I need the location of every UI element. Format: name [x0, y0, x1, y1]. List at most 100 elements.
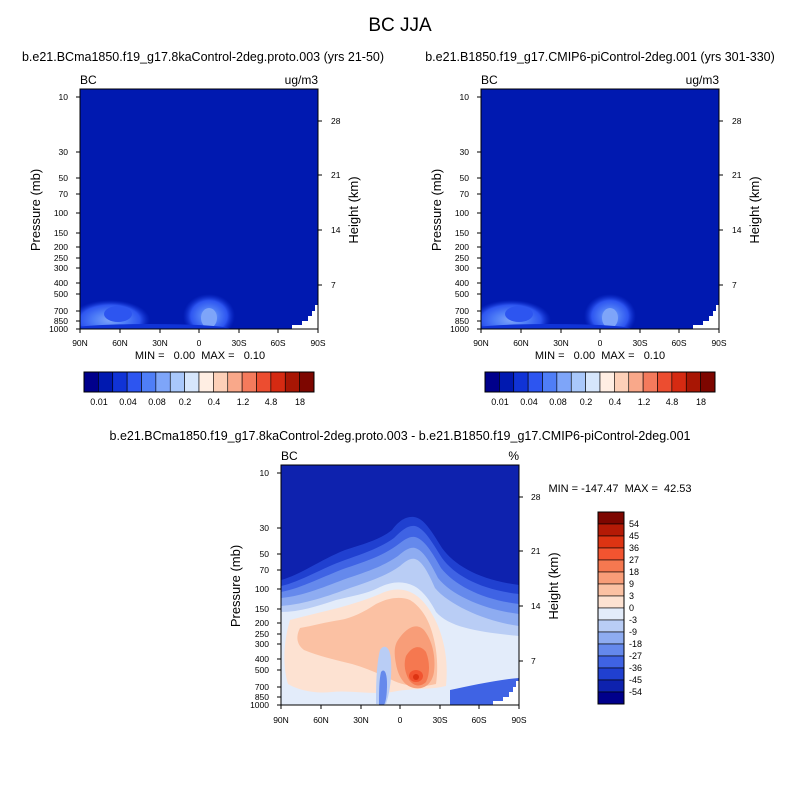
panel-2-right-label: ug/m3	[686, 73, 720, 87]
panel-2-xtick: 0	[598, 338, 603, 348]
panel-2-ytick: 700	[455, 306, 469, 316]
panel-3-colorbar-label: 3	[629, 591, 634, 601]
colorbar-swatch	[657, 371, 673, 393]
panel-1-xtick: 30S	[231, 338, 246, 348]
colorbar-swatch	[597, 511, 625, 525]
panel-1-colorbar-label: 0.01	[90, 397, 108, 407]
colorbar-swatch	[570, 371, 586, 393]
panel-1-xtick: 60S	[270, 338, 285, 348]
panel-1-colorbar-label: 0.08	[148, 397, 166, 407]
panel-2-y2tick: 7	[732, 280, 737, 290]
panel-1-stats: MIN = 0.00 MAX = 0.10	[135, 350, 265, 362]
panel-3-contour-pos45	[413, 674, 419, 680]
panel-3-xtick: 30S	[432, 715, 447, 725]
colorbar-swatch	[556, 371, 572, 393]
colorbar-swatch	[597, 655, 625, 669]
panel-3-ytick: 850	[255, 692, 269, 702]
panel-3-colorbar-label: -18	[629, 639, 642, 649]
panel-2-y-axis: 10 30 50 70 100 150 200 250 300 400 500 …	[429, 92, 481, 334]
panel-1-ytick: 700	[54, 306, 68, 316]
panel-2-y2tick: 28	[732, 116, 742, 126]
panel-3-terrain-mask	[493, 681, 519, 705]
panel-3-colorbar-label: 36	[629, 543, 639, 553]
panel-2-ytick: 1000	[450, 324, 469, 334]
panel-3-y2tick: 28	[531, 492, 541, 502]
panel-1-ytick: 10	[59, 92, 69, 102]
panel-3-ytick: 300	[255, 639, 269, 649]
colorbar-swatch	[642, 371, 658, 393]
panel-2-colorbar-label: 0.01	[491, 397, 509, 407]
panel-3-ytick: 70	[260, 565, 270, 575]
panel-1-colorbar-label: 0.2	[179, 397, 192, 407]
panel-2-colorbar-label: 4.8	[666, 397, 679, 407]
panel-3-colorbar-label: 54	[629, 519, 639, 529]
panel-2-colorbar-label: 0.08	[549, 397, 567, 407]
panel-3-field	[281, 465, 519, 705]
panel-1-ytick: 300	[54, 263, 68, 273]
panel-2-ytick: 10	[460, 92, 470, 102]
panel-1-colorbar-label: 0.04	[119, 397, 137, 407]
panel-2-ytick: 30	[460, 147, 470, 157]
colorbar-swatch	[597, 559, 625, 573]
panel-3-right-label: %	[508, 449, 519, 463]
panel-3-y2tick: 7	[531, 656, 536, 666]
panel-3-surface-negative	[450, 678, 519, 705]
panel-3-central-dip-core	[379, 670, 387, 705]
panel-1-background-fill	[80, 89, 318, 329]
colorbar-swatch	[542, 371, 558, 393]
colorbar-swatch	[628, 371, 644, 393]
colorbar-swatch	[112, 371, 128, 393]
panel-2-ylabel: Pressure (mb)	[429, 169, 444, 251]
colorbar-swatch	[284, 371, 300, 393]
colorbar-swatch	[597, 535, 625, 549]
panel-2: b.e21.B1850.f19_g17.CMIP6-piControl-2deg…	[425, 50, 775, 407]
panel-1-tropical-core	[201, 308, 217, 328]
panel-3-colorbar-label: -9	[629, 627, 637, 637]
panel-1-xtick: 90N	[72, 338, 88, 348]
colorbar-swatch	[597, 607, 625, 621]
colorbar-swatch	[597, 667, 625, 681]
panel-2-ytick: 250	[455, 253, 469, 263]
panel-2-xtick: 90S	[711, 338, 726, 348]
panel-2-ytick: 50	[460, 173, 470, 183]
colorbar-swatch	[83, 371, 99, 393]
panel-1-ytick: 250	[54, 253, 68, 263]
colorbar-swatch	[597, 523, 625, 537]
panel-3-ytick: 50	[260, 549, 270, 559]
panel-2-xtick: 30S	[632, 338, 647, 348]
panel-3-xtick: 60N	[313, 715, 329, 725]
colorbar-swatch	[513, 371, 529, 393]
panel-3-x-axis: 90N 60N 30N 0 30S 60S 90S	[273, 705, 527, 725]
panel-2-ytick: 150	[455, 228, 469, 238]
panel-2-ytick: 400	[455, 278, 469, 288]
colorbar-swatch	[499, 371, 515, 393]
panel-3-colorbar-label: -27	[629, 651, 642, 661]
colorbar-swatch	[227, 371, 243, 393]
panel-3-ytick: 10	[260, 468, 270, 478]
colorbar-swatch	[155, 371, 171, 393]
panel-3-colorbar-label: 0	[629, 603, 634, 613]
panel-3-y-axis: 10 30 50 70 100 150 200 250 300 400 500 …	[228, 468, 281, 710]
panel-3-xtick: 90N	[273, 715, 289, 725]
colorbar-swatch	[241, 371, 257, 393]
panel-1-ytick: 400	[54, 278, 68, 288]
panel-3-colorbar-label: -45	[629, 675, 642, 685]
panel-2-xtick: 30N	[553, 338, 569, 348]
panel-1-ytick: 70	[59, 189, 69, 199]
panel-1-right-label: ug/m3	[285, 73, 319, 87]
panel-2-y2label: Height (km)	[747, 176, 762, 243]
panel-2-colorbar-label: 0.2	[580, 397, 593, 407]
panel-1-xtick: 90S	[310, 338, 325, 348]
panel-3-xtick: 0	[398, 715, 403, 725]
panel-2-terrain-mask	[693, 305, 719, 329]
panel-3-xtick: 60S	[471, 715, 486, 725]
panel-2-title: b.e21.B1850.f19_g17.CMIP6-piControl-2deg…	[425, 50, 775, 64]
panel-2-field	[481, 89, 719, 329]
panel-3-stats: MIN = -147.47 MAX = 42.53	[548, 483, 691, 495]
panel-3-colorbar-label: 45	[629, 531, 639, 541]
colorbar-swatch	[597, 679, 625, 693]
panel-3-colorbar-label: -54	[629, 687, 642, 697]
panel-3-ytick: 150	[255, 604, 269, 614]
panel-1-nh-blob-core	[104, 306, 132, 322]
colorbar-swatch	[597, 631, 625, 645]
